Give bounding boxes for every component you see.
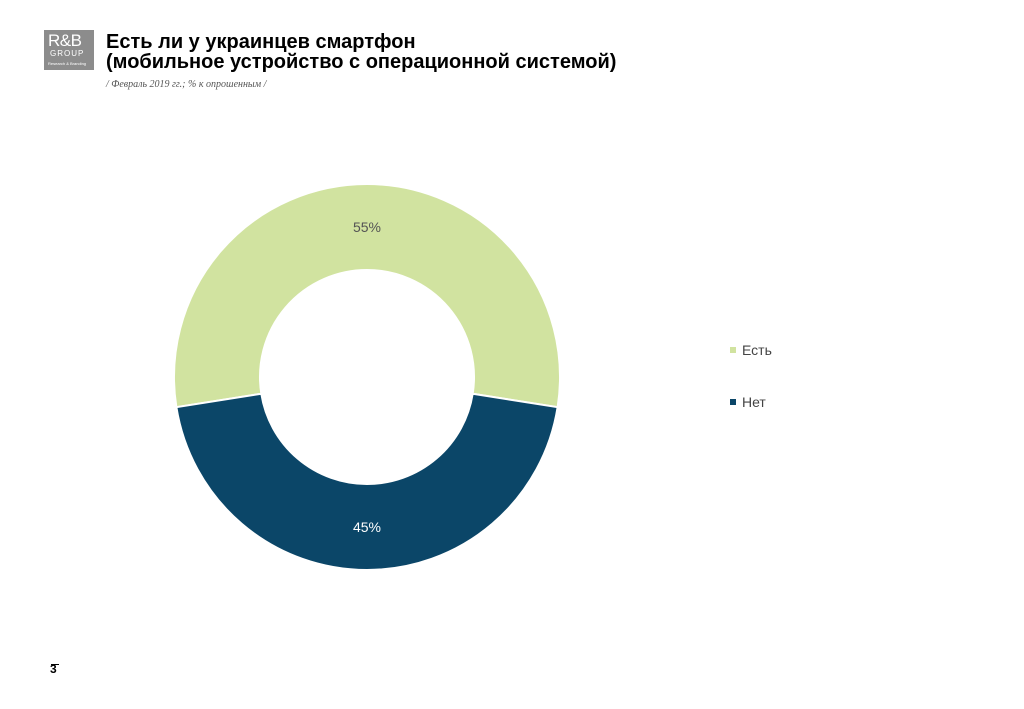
legend-marker-no bbox=[730, 399, 736, 405]
logo-text: R&B bbox=[48, 31, 82, 50]
company-logo: R&B GROUP Research & Branding bbox=[44, 30, 94, 70]
donut-slice-yes bbox=[173, 183, 561, 409]
page-number: 3 bbox=[50, 662, 57, 676]
donut-slice-no bbox=[175, 392, 559, 572]
legend-label-no: Нет bbox=[742, 394, 766, 410]
data-label-yes: 55% bbox=[353, 219, 381, 235]
legend-marker-yes bbox=[730, 347, 736, 353]
title-line-2: (мобильное устройство с операционной сис… bbox=[106, 51, 617, 73]
title-line-1: Есть ли у украинцев смартфон bbox=[106, 31, 416, 53]
logo-group-text: GROUP bbox=[50, 49, 85, 58]
page-title: Есть ли у украинцев смартфон (мобильное … bbox=[106, 32, 616, 72]
data-label-no: 45% bbox=[353, 519, 381, 535]
page-subtitle: / Февраль 2019 гг.; % к опрошенным / bbox=[106, 79, 267, 90]
logo-tagline: Research & Branding bbox=[48, 61, 87, 66]
page-number-rule bbox=[51, 664, 59, 665]
legend-label-yes: Есть bbox=[742, 342, 772, 358]
